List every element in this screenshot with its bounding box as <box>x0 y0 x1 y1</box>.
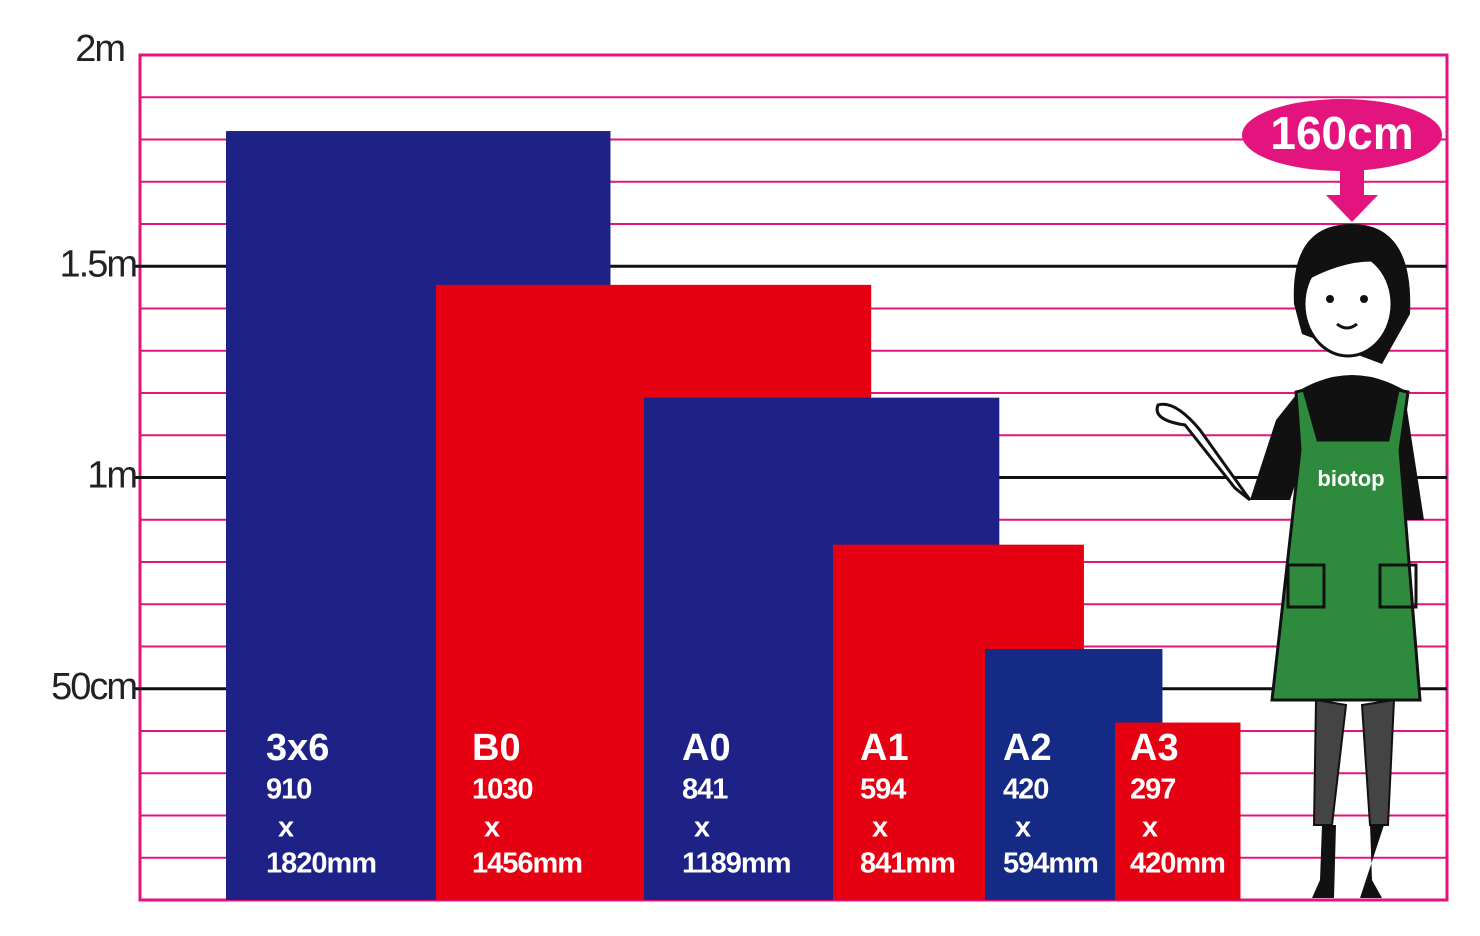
poster-height: 420mm <box>1130 848 1225 880</box>
eye <box>1360 295 1368 303</box>
poster-separator: x <box>1015 812 1031 844</box>
apron-logo: biotop <box>1317 466 1384 491</box>
poster-name: A0 <box>682 727 731 769</box>
poster-height: 1820mm <box>266 848 376 880</box>
poster-separator: x <box>278 812 294 844</box>
face <box>1302 250 1394 358</box>
poster-name: A1 <box>860 727 909 769</box>
poster-height: 594mm <box>1003 848 1098 880</box>
y-tick-label: 50cm <box>51 666 136 708</box>
poster-separator: x <box>872 812 888 844</box>
apron <box>1270 388 1422 702</box>
y-tick-label: 2m <box>75 28 124 70</box>
pocket <box>1286 563 1326 609</box>
torso <box>1250 375 1424 520</box>
shoes <box>1312 825 1384 898</box>
leg <box>1312 698 1396 826</box>
poster-name: 3x6 <box>266 727 329 769</box>
poster-name: B0 <box>472 727 521 769</box>
y-tick-label: 1m <box>87 455 136 497</box>
poster-height: 1189mm <box>682 848 791 880</box>
poster-separator: x <box>694 812 710 844</box>
callout-arrow <box>1326 165 1378 222</box>
arm <box>1155 402 1252 502</box>
eye <box>1326 295 1334 303</box>
poster-name: A3 <box>1130 727 1179 769</box>
callout-label: 160cm <box>1270 107 1413 159</box>
poster-name: A2 <box>1003 727 1052 769</box>
poster-rect <box>1115 722 1241 900</box>
poster-width: 841 <box>682 774 728 806</box>
y-tick-label: 1.5m <box>60 243 137 285</box>
pocket <box>1378 563 1418 609</box>
poster-separator: x <box>1142 812 1158 844</box>
poster-width: 910 <box>266 774 311 806</box>
poster-width: 594 <box>860 774 906 806</box>
poster-width: 297 <box>1130 774 1175 806</box>
person: biotop <box>1155 224 1424 898</box>
poster-height: 841mm <box>860 848 955 880</box>
poster-width: 420 <box>1003 774 1048 806</box>
poster-width: 1030 <box>472 774 533 806</box>
callout-bubble <box>1242 99 1442 171</box>
mouth <box>1336 322 1358 330</box>
poster-height: 1456mm <box>472 848 582 880</box>
poster-separator: x <box>484 812 500 844</box>
fringe <box>1300 252 1392 284</box>
